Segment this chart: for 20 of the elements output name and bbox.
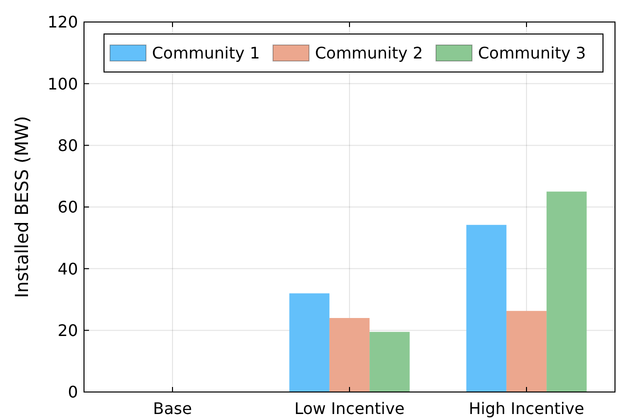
bar bbox=[546, 192, 587, 392]
x-tick-label: Base bbox=[153, 399, 192, 418]
y-tick-label: 100 bbox=[47, 74, 78, 94]
x-tick-label: High Incentive bbox=[468, 399, 584, 418]
legend-label: Community 2 bbox=[315, 44, 423, 63]
bar bbox=[289, 293, 330, 392]
bar bbox=[370, 332, 410, 392]
legend-label: Community 3 bbox=[478, 44, 586, 63]
legend-label: Community 1 bbox=[152, 44, 260, 63]
bar bbox=[329, 318, 370, 392]
y-tick-label: 40 bbox=[58, 259, 78, 278]
y-tick-label: 20 bbox=[58, 320, 78, 340]
bar bbox=[466, 224, 506, 392]
y-tick-label: 80 bbox=[58, 136, 78, 155]
y-axis-title: Installed BESS (MW) bbox=[12, 116, 33, 298]
y-tick-label: 0 bbox=[68, 382, 78, 402]
y-tick-label: 120 bbox=[47, 12, 78, 32]
x-tick-label: Low Incentive bbox=[294, 399, 405, 418]
bar bbox=[506, 310, 547, 392]
y-tick-label: 60 bbox=[58, 198, 78, 217]
